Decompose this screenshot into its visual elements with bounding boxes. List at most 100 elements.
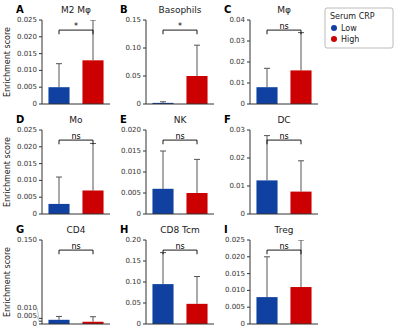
y-tick bbox=[39, 180, 42, 181]
legend-entry: High bbox=[341, 35, 359, 44]
y-tick-label: 0 bbox=[241, 210, 245, 218]
y-tick-label: 0.15 bbox=[125, 257, 141, 265]
y-tick bbox=[39, 197, 42, 198]
error-cap bbox=[56, 316, 62, 317]
x-axis bbox=[42, 324, 110, 325]
marks bbox=[152, 151, 207, 214]
legend-title: Serum CRP bbox=[330, 12, 375, 21]
y-tick bbox=[247, 307, 250, 308]
significance-label: * bbox=[178, 22, 182, 31]
bar bbox=[256, 297, 277, 324]
y-tick-label: 0 bbox=[241, 100, 245, 108]
y-tick bbox=[143, 76, 146, 77]
y-tick-label: 0 bbox=[137, 320, 141, 328]
bar bbox=[290, 70, 311, 104]
bar bbox=[48, 87, 69, 104]
y-tick-label: 0.01 bbox=[229, 182, 245, 190]
y-tick-label: 0.020 bbox=[225, 253, 245, 261]
bar bbox=[186, 193, 207, 214]
error-bar bbox=[264, 257, 270, 297]
marks bbox=[48, 316, 103, 324]
error-bar bbox=[90, 143, 96, 190]
y-tick bbox=[39, 240, 42, 241]
y-tick-label: 0.010 bbox=[225, 286, 245, 294]
y-tick bbox=[143, 48, 146, 49]
significance-label: ns bbox=[279, 132, 288, 141]
tick-leader bbox=[37, 308, 39, 318]
error-bar bbox=[56, 316, 62, 319]
y-tick-label: 0.03 bbox=[229, 37, 245, 45]
y-tick bbox=[143, 324, 146, 325]
bar bbox=[186, 76, 207, 104]
panel-title: CD8 Tcm bbox=[160, 225, 200, 235]
y-tick bbox=[143, 240, 146, 241]
legend-entry: Low bbox=[341, 24, 357, 33]
bar bbox=[48, 320, 69, 324]
y-tick bbox=[247, 41, 250, 42]
y-tick-label: 0.005 bbox=[17, 312, 37, 320]
y-tick bbox=[143, 193, 146, 194]
significance-label: ns bbox=[71, 132, 80, 141]
panel-label: A bbox=[16, 4, 24, 15]
x-axis bbox=[146, 104, 214, 105]
y-tick-label: 0 bbox=[33, 320, 37, 328]
y-tick-label: 0.025 bbox=[17, 126, 37, 134]
legend-swatch bbox=[331, 36, 337, 42]
y-tick-label: 0 bbox=[137, 100, 141, 108]
panel: 00.010.020.03nsDCF bbox=[224, 114, 318, 218]
legend-frame bbox=[325, 8, 393, 48]
y-tick-label: 0.015 bbox=[121, 147, 141, 155]
bar bbox=[82, 190, 103, 214]
error-cap bbox=[56, 177, 62, 178]
error-bar bbox=[160, 253, 166, 285]
x-axis bbox=[146, 214, 214, 215]
y-tick-label: 0.010 bbox=[17, 304, 37, 312]
error-bar bbox=[160, 151, 166, 189]
y-tick bbox=[247, 83, 250, 84]
figure: 00.0050.0100.0150.0200.025*M2 MφAEnrichm… bbox=[0, 0, 400, 332]
error-line bbox=[301, 33, 302, 71]
significance-bracket bbox=[163, 250, 197, 254]
panel-label: I bbox=[224, 224, 228, 235]
y-tick bbox=[247, 20, 250, 21]
y-axis bbox=[250, 240, 251, 324]
y-tick bbox=[39, 36, 42, 37]
error-cap bbox=[264, 256, 270, 257]
error-bar bbox=[160, 102, 166, 103]
panel: 00.0050.0100.0150.020nsNKE bbox=[120, 114, 214, 218]
error-bar bbox=[264, 68, 270, 87]
error-bar bbox=[194, 45, 200, 76]
error-line bbox=[301, 240, 302, 287]
y-tick-label: 0.02 bbox=[229, 58, 245, 66]
y-tick bbox=[247, 240, 250, 241]
y-tick-label: 0 bbox=[241, 320, 245, 328]
bar bbox=[48, 204, 69, 214]
y-tick bbox=[247, 273, 250, 274]
y-tick bbox=[247, 130, 250, 131]
panel: 00.010.020.030.04nsMφC bbox=[224, 4, 318, 108]
y-tick-label: 0.04 bbox=[229, 16, 245, 24]
y-axis bbox=[146, 20, 147, 104]
y-tick bbox=[39, 20, 42, 21]
error-line bbox=[267, 68, 268, 87]
marks bbox=[256, 33, 311, 104]
y-tick bbox=[143, 303, 146, 304]
significance-label: ns bbox=[71, 242, 80, 251]
y-tick-label: 0.020 bbox=[121, 126, 141, 134]
significance-label: ns bbox=[175, 132, 184, 141]
error-cap bbox=[90, 316, 96, 317]
error-line bbox=[59, 177, 60, 204]
significance-label: ns bbox=[175, 242, 184, 251]
y-tick-label: 0.015 bbox=[17, 160, 37, 168]
error-cap bbox=[264, 68, 270, 69]
panel-label: G bbox=[16, 224, 24, 235]
y-axis bbox=[42, 240, 43, 324]
panel: 00.0050.0100.150nsCD4GEnrichment score bbox=[3, 224, 111, 328]
y-tick-label: 0 bbox=[33, 100, 37, 108]
error-cap bbox=[298, 240, 304, 241]
error-cap bbox=[194, 159, 200, 160]
bar bbox=[82, 60, 103, 104]
panel-title: M2 Mφ bbox=[61, 5, 91, 15]
marks bbox=[48, 143, 103, 214]
error-bar bbox=[90, 317, 96, 322]
